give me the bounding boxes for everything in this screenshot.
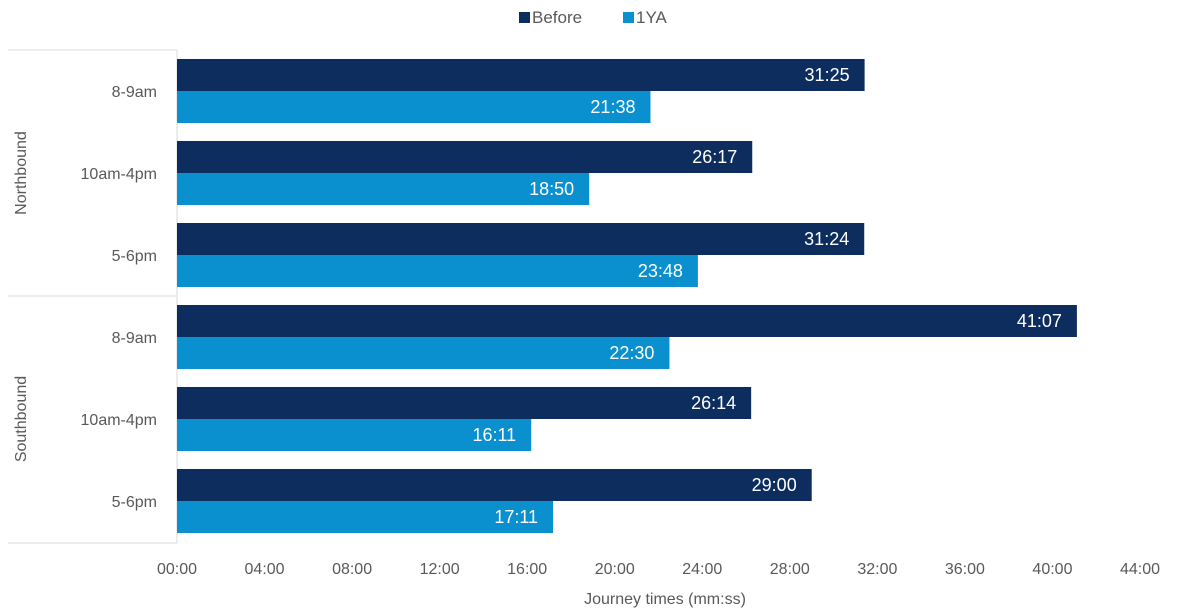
data-label-before: 31:24 (804, 229, 849, 249)
data-label-before: 29:00 (752, 475, 797, 495)
x-tick-label: 12:00 (420, 561, 460, 578)
data-label-1ya: 21:38 (590, 97, 635, 117)
category-label: 8-9am (112, 330, 157, 347)
bar-1ya (177, 337, 670, 369)
bar-before (177, 305, 1077, 337)
bar-before (177, 469, 812, 501)
legend-swatch-1ya (623, 12, 634, 23)
data-label-1ya: 18:50 (529, 179, 574, 199)
legend-swatch-before (519, 12, 530, 23)
data-label-before: 26:14 (691, 393, 736, 413)
bars: 31:25 21:38 26:17 18:50 31:24 23:48 41:07 22:30… (177, 59, 1077, 533)
group-label-northbound: Northbound (13, 131, 30, 215)
data-label-1ya: 23:48 (638, 261, 683, 281)
bar-1ya (177, 501, 554, 533)
data-label-before: 26:17 (692, 147, 737, 167)
bar-1ya (177, 255, 698, 287)
x-tick-label: 40:00 (1032, 561, 1072, 578)
data-label-before: 31:25 (805, 65, 850, 85)
x-axis-label: Journey times (mm:ss) (584, 591, 746, 608)
x-tick-label: 32:00 (857, 561, 897, 578)
x-tick-label: 24:00 (682, 561, 722, 578)
group-label-southbound: Southbound (13, 376, 30, 462)
axes: Northbound 8-9am 10am-4pm 5-6pm Southbound 8-… (8, 49, 178, 544)
legend: Before 1YA (519, 8, 668, 27)
bar-1ya (177, 91, 651, 123)
bar-1ya (177, 419, 532, 451)
x-tick-label: 28:00 (770, 561, 810, 578)
category-label: 5-6pm (112, 494, 157, 511)
x-tick-label: 20:00 (595, 561, 635, 578)
data-label-1ya: 17:11 (494, 507, 538, 527)
legend-label-before: Before (532, 8, 582, 27)
x-tick-label: 08:00 (332, 561, 372, 578)
x-tick-label: 00:00 (157, 561, 197, 578)
data-label-1ya: 22:30 (609, 343, 654, 363)
bar-before (177, 387, 752, 419)
x-tick-label: 16:00 (507, 561, 547, 578)
data-label-1ya: 16:11 (472, 425, 516, 445)
category-label: 10am-4pm (81, 166, 157, 183)
category-label: 5-6pm (112, 248, 157, 265)
x-tick-label: 36:00 (945, 561, 985, 578)
category-label: 8-9am (112, 84, 157, 101)
bar-before (177, 59, 865, 91)
x-tick-label: 04:00 (245, 561, 285, 578)
data-label-before: 41:07 (1017, 311, 1062, 331)
bar-before (177, 223, 865, 255)
legend-label-1ya: 1YA (636, 8, 668, 27)
x-tick-label: 44:00 (1120, 561, 1160, 578)
x-tick-labels: 00:00 04:00 08:00 12:00 16:00 20:00 24:00 28:00… (157, 561, 1160, 578)
category-label: 10am-4pm (81, 412, 157, 429)
bar-before (177, 141, 753, 173)
bar-1ya (177, 173, 590, 205)
